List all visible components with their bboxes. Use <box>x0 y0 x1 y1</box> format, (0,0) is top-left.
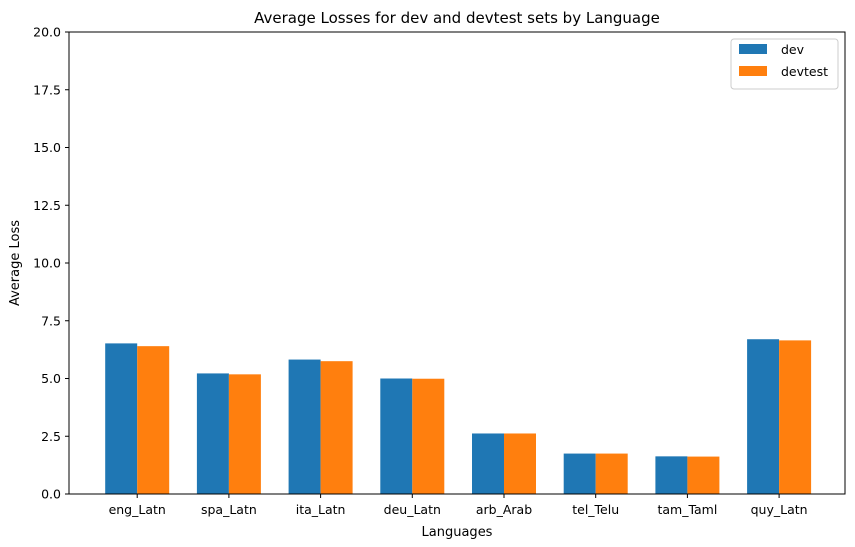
y-axis-label: Average Loss <box>8 220 23 306</box>
bar-devtest-arb_Arab <box>504 433 536 494</box>
x-tick-label: tel_Telu <box>572 502 619 517</box>
legend-label-devtest: devtest <box>781 64 828 79</box>
x-tick-label: quy_Latn <box>751 502 808 517</box>
bar-dev-arb_Arab <box>472 433 504 494</box>
x-tick-label: spa_Latn <box>201 502 257 517</box>
chart-title: Average Losses for dev and devtest sets … <box>254 9 660 27</box>
bar-devtest-eng_Latn <box>137 346 170 494</box>
bar-dev-spa_Latn <box>196 373 229 494</box>
bar-dev-eng_Latn <box>105 343 138 494</box>
y-tick-label: 0.0 <box>41 487 61 502</box>
bars-group <box>105 339 812 494</box>
y-tick-label: 15.0 <box>33 140 61 155</box>
y-tick-label: 2.5 <box>41 429 61 444</box>
bar-dev-ita_Latn <box>288 359 321 494</box>
bar-devtest-deu_Latn <box>412 378 445 494</box>
x-tick-label: ita_Latn <box>296 502 346 517</box>
bar-devtest-quy_Latn <box>779 340 812 494</box>
plot-area: 0.0 2.5 5.0 7.5 10.0 12.5 15.0 17.5 20.0 eng_Lat… <box>33 25 846 517</box>
bar-devtest-ita_Latn <box>320 361 353 494</box>
y-tick-label: 7.5 <box>41 313 61 328</box>
x-axis-ticks: eng_Latn spa_Latn ita_Latn deu_Latn arb_Arab… <box>109 494 808 517</box>
legend: dev devtest <box>730 38 839 90</box>
bar-dev-tel_Telu <box>563 453 596 494</box>
y-tick-label: 17.5 <box>33 82 61 97</box>
y-tick-label: 12.5 <box>33 198 61 213</box>
bar-devtest-tam_Taml <box>687 456 720 494</box>
y-tick-label: 20.0 <box>33 25 61 40</box>
bar-dev-quy_Latn <box>747 339 780 494</box>
bar-dev-tam_Taml <box>655 456 688 494</box>
x-tick-label: deu_Latn <box>384 502 441 517</box>
bar-devtest-spa_Latn <box>228 374 261 494</box>
x-tick-label: eng_Latn <box>109 502 166 517</box>
plot-frame <box>68 31 846 495</box>
y-tick-label: 10.0 <box>33 256 61 271</box>
x-axis-label: Languages <box>422 525 493 540</box>
legend-label-dev: dev <box>781 42 805 57</box>
y-tick-label: 5.0 <box>41 371 61 386</box>
x-tick-label: tam_Taml <box>657 502 717 517</box>
x-tick-label: arb_Arab <box>476 502 532 517</box>
legend-swatch-dev <box>739 44 767 54</box>
bar-devtest-tel_Telu <box>595 453 628 494</box>
legend-swatch-devtest <box>739 66 767 76</box>
y-axis-ticks: 0.0 2.5 5.0 7.5 10.0 12.5 15.0 17.5 20.0 <box>33 25 69 502</box>
bar-dev-deu_Latn <box>380 378 413 494</box>
